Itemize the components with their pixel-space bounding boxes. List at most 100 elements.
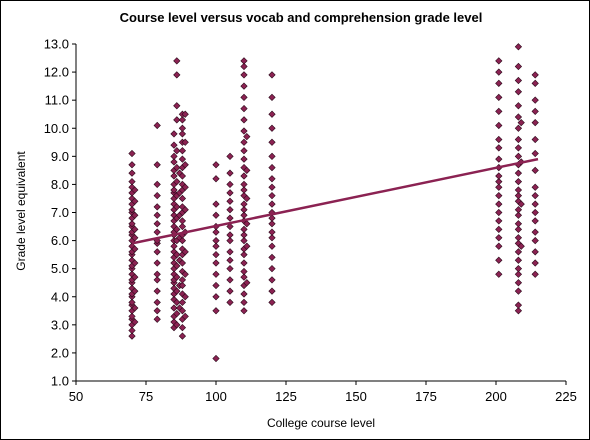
data-point — [181, 183, 189, 191]
data-point — [268, 183, 276, 191]
data-point — [514, 206, 523, 214]
data-point — [495, 172, 503, 180]
data-point — [173, 163, 181, 172]
data-point — [170, 304, 178, 312]
data-point — [178, 172, 187, 180]
data-point — [240, 236, 248, 245]
data-point — [153, 192, 161, 200]
data-point — [178, 130, 187, 138]
data-point — [268, 298, 276, 306]
data-point — [212, 281, 220, 290]
data-point — [240, 307, 248, 315]
data-point — [268, 220, 276, 228]
data-point — [514, 307, 523, 315]
data-point — [178, 307, 187, 315]
data-point — [240, 211, 248, 219]
data-point — [131, 245, 139, 253]
y-axis-label: Grade level equivalent — [14, 151, 28, 271]
data-point — [531, 270, 539, 278]
data-point — [212, 200, 220, 208]
data-point — [178, 298, 187, 306]
data-point — [268, 214, 276, 222]
data-point — [531, 166, 539, 174]
data-point — [531, 149, 539, 158]
data-point — [170, 152, 178, 160]
data-point — [243, 133, 251, 141]
x-tick-label: 225 — [555, 389, 577, 404]
data-point — [514, 88, 523, 96]
data-point — [514, 270, 523, 278]
data-point — [212, 259, 220, 267]
data-point — [226, 206, 234, 214]
data-point — [240, 259, 248, 267]
data-point — [514, 192, 523, 200]
data-point — [531, 183, 539, 191]
data-point — [178, 194, 187, 203]
data-point — [240, 155, 248, 163]
data-point — [153, 259, 161, 267]
data-point — [495, 270, 503, 278]
data-point — [514, 234, 523, 242]
data-point — [240, 206, 248, 214]
data-point — [178, 124, 187, 132]
data-point — [514, 248, 523, 256]
data-point — [243, 220, 251, 228]
data-point — [240, 116, 248, 124]
data-point — [268, 265, 276, 273]
data-point — [495, 192, 503, 200]
data-point — [226, 189, 234, 197]
data-point — [240, 57, 248, 65]
data-point — [514, 144, 523, 152]
data-point — [226, 231, 234, 239]
data-point — [153, 211, 161, 219]
data-point — [178, 236, 187, 245]
x-tick-label: 100 — [205, 389, 227, 404]
data-point — [514, 102, 523, 110]
data-point — [226, 180, 234, 189]
data-point — [212, 354, 220, 363]
data-point — [268, 110, 276, 118]
data-point — [131, 225, 139, 233]
y-tick-label: 12.0 — [44, 65, 69, 80]
data-point — [131, 186, 139, 194]
data-point — [268, 200, 276, 208]
data-point — [178, 276, 187, 284]
data-point — [240, 231, 248, 239]
data-point — [531, 259, 539, 267]
y-tick-label: 5.0 — [51, 261, 69, 276]
data-point — [268, 71, 276, 79]
data-point — [173, 321, 181, 329]
data-point — [268, 276, 276, 284]
data-point — [243, 166, 251, 174]
data-point — [240, 138, 248, 146]
data-point — [240, 180, 248, 189]
x-tick-label: 50 — [69, 389, 83, 404]
data-point — [240, 225, 248, 233]
data-point — [131, 273, 139, 281]
data-point — [153, 203, 161, 211]
data-point — [153, 270, 161, 278]
data-point — [173, 147, 181, 155]
data-point — [173, 298, 181, 306]
data-point — [495, 57, 503, 65]
data-point — [531, 200, 539, 208]
data-point — [153, 307, 161, 315]
data-point — [153, 287, 161, 295]
data-point — [173, 102, 181, 110]
data-point — [240, 186, 248, 194]
trendline-layer — [131, 157, 539, 245]
axes: 1.0 2.0 3.0 4.0 5.0 6.0 7.0 8.0 9.0 10.0 11.0 12.0 1… — [44, 37, 577, 405]
data-point — [243, 194, 251, 203]
data-point — [173, 177, 181, 186]
data-point — [173, 309, 181, 318]
data-point — [517, 119, 525, 127]
data-point — [173, 262, 181, 270]
data-point — [531, 96, 539, 104]
data-point — [495, 177, 503, 186]
data-point — [531, 107, 539, 116]
data-point — [531, 208, 539, 217]
data-point — [268, 93, 276, 101]
data-point — [170, 158, 178, 166]
